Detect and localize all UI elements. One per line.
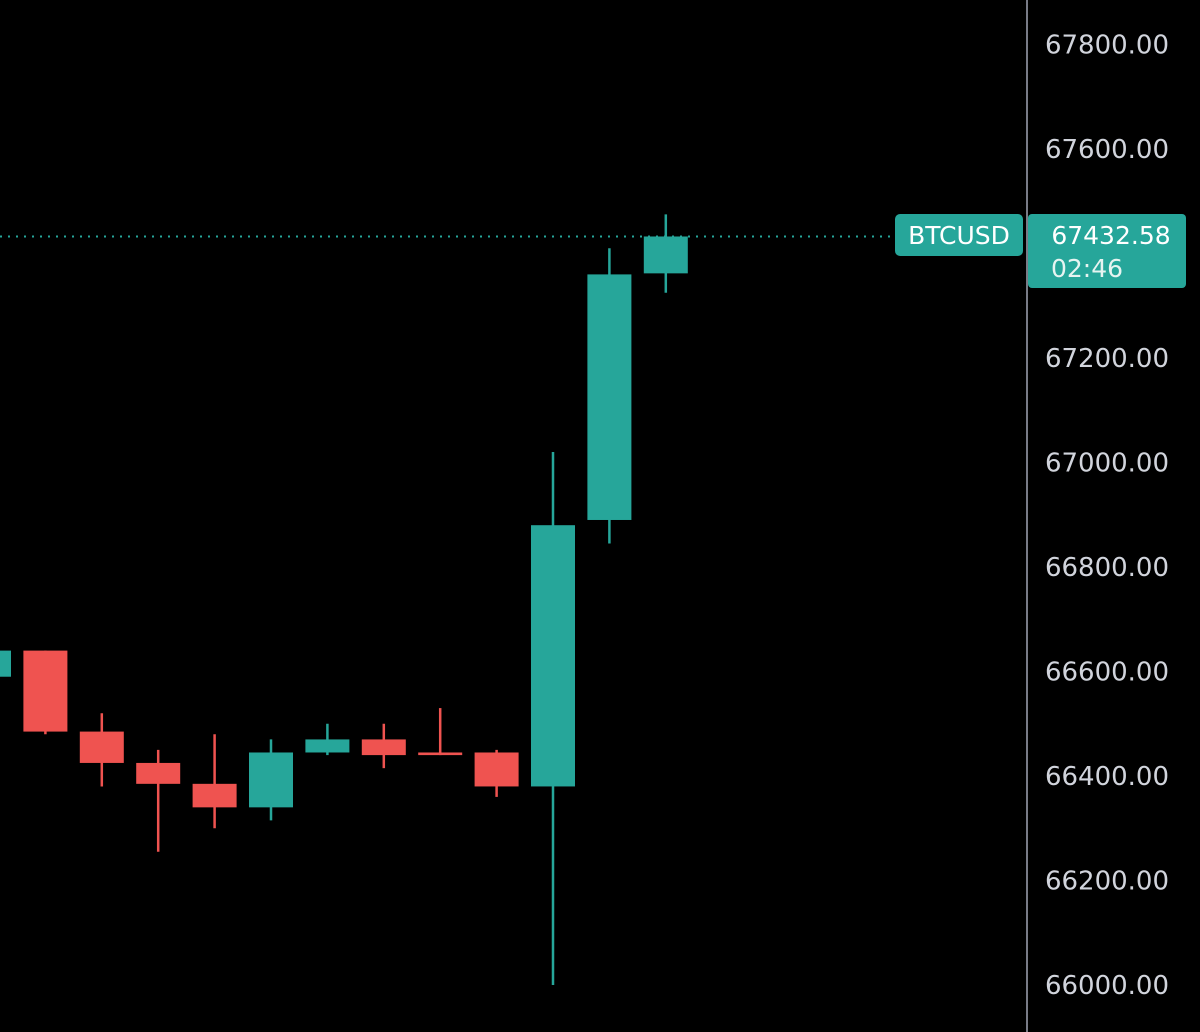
candle-body-down[interactable] (361, 739, 406, 756)
candle-body-up[interactable] (0, 650, 11, 677)
last-price-tag[interactable]: 67432.58 02:46 (1028, 214, 1186, 288)
symbol-tag-label: BTCUSD (908, 221, 1010, 250)
candles-group (0, 214, 688, 985)
price-axis-tick-label: 67200.00 (1045, 344, 1169, 374)
candle-body-up[interactable] (587, 274, 632, 520)
price-axis-tick-label: 66400.00 (1045, 762, 1169, 792)
symbol-tag[interactable]: BTCUSD (895, 214, 1023, 256)
candle-body-down[interactable] (474, 752, 519, 787)
bar-countdown: 02:46 (1051, 254, 1123, 283)
last-price-value: 67432.58 (1051, 221, 1170, 250)
price-axis-tick-label: 66200.00 (1045, 867, 1169, 897)
price-axis[interactable]: 67800.00 67600.00 67200.00 67000.00 66800.00… (1045, 31, 1169, 1002)
candle-body-up[interactable] (643, 236, 688, 274)
candle-body-up[interactable] (531, 525, 575, 787)
price-axis-tick-label: 66000.00 (1045, 971, 1169, 1001)
price-axis-tick-label: 66600.00 (1045, 658, 1169, 688)
candle-body-up[interactable] (305, 739, 350, 753)
candle-body-up[interactable] (249, 752, 293, 808)
candle-body-down[interactable] (192, 783, 237, 808)
price-axis-tick-label: 66800.00 (1045, 553, 1169, 583)
price-axis-tick-label: 67800.00 (1045, 31, 1169, 61)
last-price-tag-bg (1028, 214, 1186, 288)
candle-body-down[interactable] (136, 762, 181, 784)
symbol-tag-bg (895, 214, 1023, 256)
price-axis-tick-label: 67600.00 (1045, 135, 1169, 165)
candle-body-down[interactable] (418, 752, 463, 756)
candle-body-down[interactable] (79, 731, 124, 763)
price-axis-tick-label: 67000.00 (1045, 449, 1169, 479)
candle-body-down[interactable] (23, 650, 68, 732)
